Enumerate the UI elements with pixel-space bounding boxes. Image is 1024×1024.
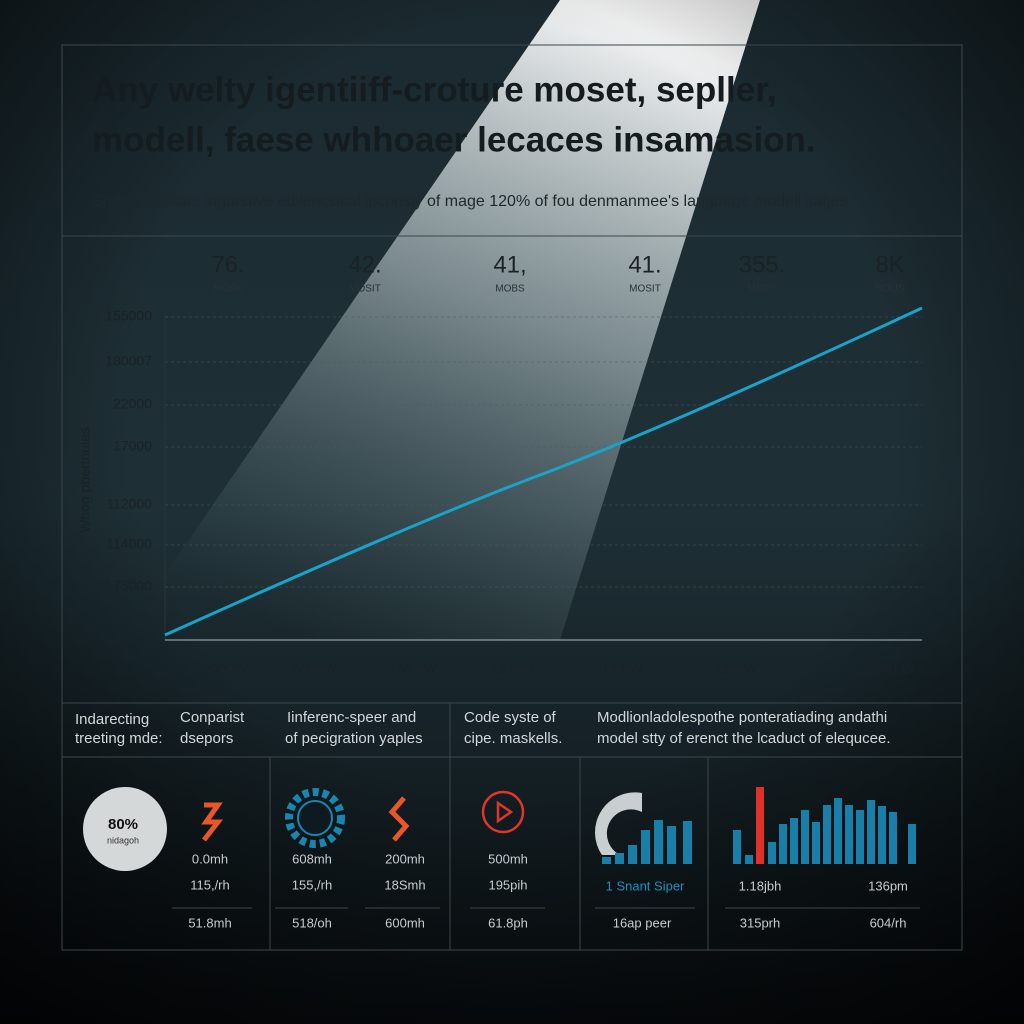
cell-value: 500mh <box>488 851 528 866</box>
stat-label: MOSK <box>213 284 243 295</box>
y-axis-label: Whog pbertnuies <box>77 427 93 533</box>
cell-value: 315prh <box>740 915 780 930</box>
stat-value: 41, <box>493 251 526 278</box>
icons: 80% nidagoh <box>83 787 916 871</box>
chart: Whog pbertnuies 155000 180007 22000 1700… <box>77 306 923 677</box>
y-tick-label: 22000 <box>113 396 152 412</box>
highlight-bar <box>756 787 764 864</box>
y-tick-label: 180007 <box>105 353 152 369</box>
cell-value: 61.8ph <box>488 915 528 930</box>
stat-label: NOUS <box>876 284 905 295</box>
gear-icon <box>285 788 345 848</box>
stats: 76. MOSK 42. MOSIT 41, MOBS 41. MOSIT 35… <box>211 251 904 294</box>
stat-label: MOBS <box>495 284 525 295</box>
cell-value: 115,/rh <box>190 877 230 892</box>
stat-value: 76. <box>211 251 244 278</box>
y-tick-label: 112000 <box>106 496 152 512</box>
panel-header: dsepors <box>180 730 233 747</box>
y-tick-label: 17000 <box>113 438 152 454</box>
cell-value: 136pm <box>868 878 908 893</box>
gauge-value: 80% <box>108 816 138 833</box>
cell-value: 1.18jbh <box>739 878 782 893</box>
stat-value: 8K <box>875 251 904 278</box>
play-icon <box>481 790 525 834</box>
cell-values: 0.0mh 115,/rh 51.8mh 608mh 155,/rh 518/o… <box>188 851 908 930</box>
y-tick-label: 114000 <box>106 536 152 552</box>
x-tick-label: 166.0W <box>389 661 438 677</box>
trend-line <box>164 306 923 637</box>
stat-value: 41. <box>628 251 661 278</box>
x-tick-label: 2000W <box>203 661 248 677</box>
cell-value: 608mh <box>292 851 332 866</box>
panel-header: of pecigration yaples <box>285 730 423 747</box>
stat-label: MOSIT <box>629 284 661 295</box>
gauge-label: nidagoh <box>107 835 139 845</box>
panel-header: Code syste of <box>464 709 557 726</box>
panel-header: Indarecting <box>75 711 149 728</box>
icon <box>388 796 410 842</box>
column-dividers <box>269 703 709 950</box>
x-tick-label: 2300W <box>713 661 758 677</box>
cell-value: 155,/rh <box>292 877 332 892</box>
cell-value: 1 Snant Siper <box>606 878 685 893</box>
cell-value: 18Smh <box>384 877 425 892</box>
gauge-circle <box>83 787 167 871</box>
panel-header: cipe. maskells. <box>464 730 562 747</box>
y-tick-label: 155000 <box>105 308 152 324</box>
title-line: modell, faese whhoaer lecaces insamasion… <box>92 120 816 159</box>
y-tick-label: 45 <box>136 631 152 647</box>
decorative-bars <box>602 798 916 864</box>
panel-header: model stty of erenct the lcaduct of eleq… <box>597 730 891 747</box>
stat-value: 355. <box>739 251 786 278</box>
icon <box>201 802 224 842</box>
stat-value: 42. <box>348 251 381 278</box>
cell-value: 195pih <box>488 877 527 892</box>
x-tick-label: 5000W <box>293 661 338 677</box>
cell-value: 604/rh <box>870 915 907 930</box>
panel-header: Iinferenc-speer and <box>287 709 416 726</box>
cell-value: 518/oh <box>292 915 332 930</box>
title-line: Any welty igentiiff-croture moset, sepll… <box>92 70 777 109</box>
panel-header: Modlionladolespothe ponteratiading andat… <box>597 709 887 726</box>
cell-value: 51.8mh <box>188 915 231 930</box>
x-tick-label: 1800,W <box>866 661 915 677</box>
y-tick-label: 175000 <box>105 578 152 594</box>
cell-value: 600mh <box>385 915 425 930</box>
cell-value: 200mh <box>385 851 425 866</box>
stat-label: MOTY <box>748 284 777 295</box>
stat-label: MOSIT <box>349 284 381 295</box>
gear-icon <box>297 800 333 836</box>
x-tick-label: 16,0W <box>602 661 643 677</box>
cell-value: 0.0mh <box>192 851 228 866</box>
gauge-arc <box>594 792 642 855</box>
panel-header: treeting mde: <box>75 730 163 747</box>
panel-headers: Indarecting treeting mde: Conparist dsep… <box>75 709 891 747</box>
x-tick-label: 15,00V <box>490 661 535 677</box>
play-icon <box>496 800 514 824</box>
subtitle: Enrogeoff staet ingurstive edilencsical … <box>92 193 852 210</box>
cell-value: 16ap peer <box>613 915 672 930</box>
grid <box>165 316 922 588</box>
panel-header: Conparist <box>180 709 245 726</box>
